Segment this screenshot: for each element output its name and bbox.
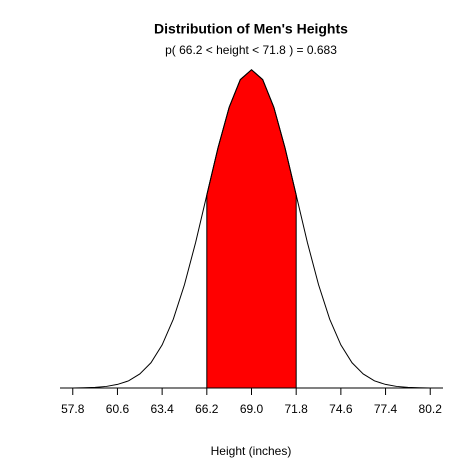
x-tick-label: 74.6 — [329, 402, 353, 416]
x-tick-label: 69.0 — [240, 402, 264, 416]
chart-title: Distribution of Men's Heights — [154, 21, 348, 37]
x-tick-label: 77.4 — [374, 402, 398, 416]
x-tick-label: 60.6 — [106, 402, 130, 416]
x-tick-label: 63.4 — [150, 402, 174, 416]
x-tick-label: 66.2 — [195, 402, 219, 416]
density-curve — [72, 69, 431, 389]
x-tick-label: 71.8 — [285, 402, 309, 416]
chart-subtitle: p( 66.2 < height < 71.8 ) = 0.683 — [165, 43, 337, 57]
x-tick-label: 57.8 — [61, 402, 85, 416]
x-axis-label: Height (inches) — [211, 444, 292, 458]
x-tick-label: 80.2 — [419, 402, 443, 416]
shaded-area — [206, 69, 297, 389]
